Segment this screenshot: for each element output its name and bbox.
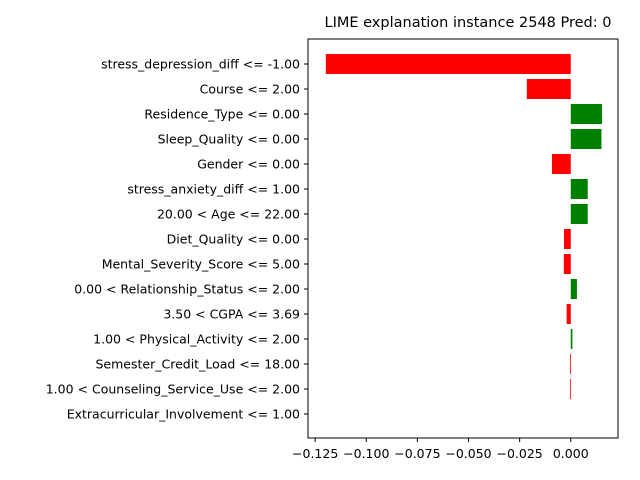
y-tick-label: Course <= 2.00 (200, 82, 300, 97)
y-ticks-group: stress_depression_diff <= -1.00 Course <=… (46, 57, 308, 422)
y-tick-label: 0.00 < Relationship_Status <= 2.00 (74, 282, 300, 297)
x-tick-label: −0.100 (343, 446, 389, 461)
y-tick-label: 3.50 < CGPA <= 3.69 (163, 307, 300, 322)
x-tick-label: −0.075 (394, 446, 440, 461)
y-tick-label: Diet_Quality <= 0.00 (167, 232, 300, 247)
bar (566, 304, 571, 324)
y-tick-label: stress_depression_diff <= -1.00 (101, 57, 300, 72)
bar (570, 129, 602, 149)
bar (570, 179, 588, 199)
bar (563, 254, 571, 274)
x-ticks-group: −0.125 −0.100 −0.075 −0.050 −0.025 0.000 (292, 438, 589, 461)
bar (551, 154, 571, 174)
bar (564, 229, 571, 249)
x-tick-label: −0.125 (292, 446, 338, 461)
y-tick-label: Mental_Severity_Score <= 5.00 (102, 257, 300, 272)
y-tick-label: Semester_Credit_Load <= 18.00 (96, 357, 301, 372)
bar (570, 329, 573, 349)
bar (569, 354, 571, 374)
y-tick-label: 1.00 < Physical_Activity <= 2.00 (93, 332, 300, 347)
y-tick-label: 20.00 < Age <= 22.00 (157, 207, 300, 222)
x-tick-label: −0.050 (445, 446, 491, 461)
bar (325, 54, 571, 74)
chart-title: LIME explanation instance 2548 Pred: 0 (325, 15, 612, 31)
y-tick-label: Extracurricular_Involvement <= 1.00 (67, 407, 300, 422)
x-tick-label: 0.000 (553, 446, 589, 461)
bar (569, 379, 571, 399)
x-tick-label: −0.025 (497, 446, 543, 461)
bar (570, 104, 603, 124)
bars-group (325, 54, 603, 399)
plot-frame (307, 38, 619, 439)
bar (570, 204, 588, 224)
y-tick-label: 1.00 < Counseling_Service_Use <= 2.00 (46, 382, 300, 397)
y-tick-label: Gender <= 0.00 (197, 157, 300, 172)
y-tick-label: Sleep_Quality <= 0.00 (158, 132, 300, 147)
y-tick-label: stress_anxiety_diff <= 1.00 (127, 182, 300, 197)
y-tick-label: Residence_Type <= 0.00 (144, 107, 300, 122)
bar (526, 79, 571, 99)
bar (570, 279, 577, 299)
